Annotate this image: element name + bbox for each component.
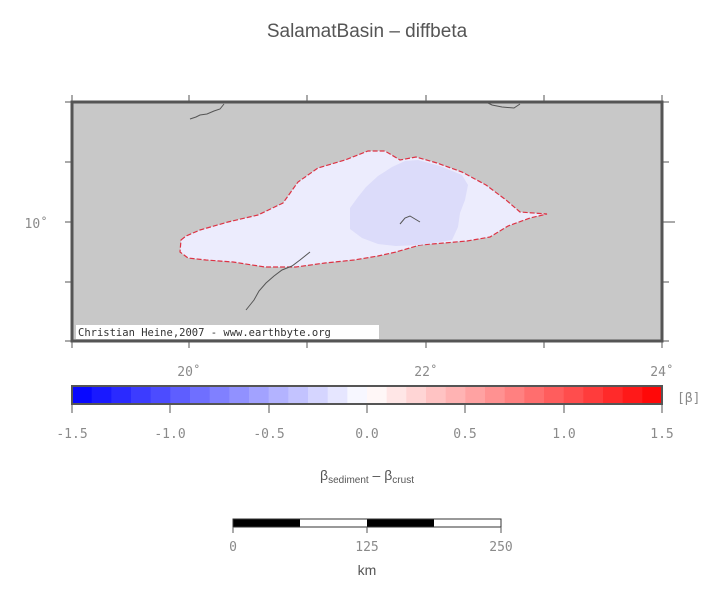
map-panel: Christian Heine,2007 - www.earthbyte.org… bbox=[25, 95, 675, 380]
colorbar-tick-label: 1.5 bbox=[650, 427, 673, 442]
basin-low-beta-zone bbox=[350, 160, 468, 246]
credit-box bbox=[76, 325, 379, 339]
scale-tick-label: 250 bbox=[489, 540, 512, 555]
colorbar-tick-label: -1.5 bbox=[56, 427, 87, 442]
colorbar-cells bbox=[72, 386, 663, 404]
colorbar-cell bbox=[91, 386, 112, 404]
colorbar-cell bbox=[131, 386, 152, 404]
scale-segment-3 bbox=[367, 519, 434, 527]
colorbar: -1.5 -1.0 -0.5 0.0 0.5 1.0 1.5 [β] βsedi… bbox=[56, 385, 700, 486]
colorbar-cell bbox=[504, 386, 525, 404]
border-line-southwest bbox=[245, 251, 311, 311]
colorbar-cell bbox=[229, 386, 250, 404]
scale-bar: 0 125 250 km bbox=[229, 518, 513, 578]
border-line-northwest bbox=[189, 103, 225, 120]
colorbar-cell bbox=[603, 386, 624, 404]
colorbar-cell bbox=[288, 386, 309, 404]
credit-text: Christian Heine,2007 - www.earthbyte.org bbox=[78, 327, 331, 339]
colorbar-cell bbox=[308, 386, 329, 404]
colorbar-cell bbox=[209, 386, 230, 404]
scale-tick-label: 125 bbox=[355, 540, 378, 555]
colorbar-cell bbox=[642, 386, 663, 404]
border-line-northeast bbox=[485, 101, 521, 109]
colorbar-cell bbox=[426, 386, 447, 404]
lat-label-10: 10˚ bbox=[25, 216, 48, 232]
colorbar-tick-label: 1.0 bbox=[552, 427, 575, 442]
colorbar-cell bbox=[190, 386, 211, 404]
colorbar-cell bbox=[72, 386, 93, 404]
colorbar-cell bbox=[367, 386, 388, 404]
colorbar-cell bbox=[622, 386, 643, 404]
colorbar-cell bbox=[150, 386, 171, 404]
colorbar-cell bbox=[445, 386, 466, 404]
colorbar-cell bbox=[249, 386, 270, 404]
colorbar-unit: [β] bbox=[677, 391, 700, 406]
scale-tick-label: 0 bbox=[229, 540, 237, 555]
colorbar-ticks bbox=[71, 404, 663, 413]
scale-segment-2 bbox=[300, 519, 367, 527]
scale-segment-1 bbox=[233, 519, 300, 527]
colorbar-cell bbox=[386, 386, 407, 404]
colorbar-cell bbox=[563, 386, 584, 404]
colorbar-cell bbox=[406, 386, 427, 404]
colorbar-cell bbox=[170, 386, 191, 404]
colorbar-cell bbox=[268, 386, 289, 404]
colorbar-cell bbox=[583, 386, 604, 404]
scale-segment-4 bbox=[434, 519, 501, 527]
colorbar-cell bbox=[524, 386, 545, 404]
colorbar-cell bbox=[465, 386, 486, 404]
colorbar-title: βsediment – βcrust bbox=[320, 467, 414, 486]
colorbar-cell bbox=[485, 386, 506, 404]
colorbar-cell bbox=[347, 386, 368, 404]
figure-title: SalamatBasin – diffbeta bbox=[267, 21, 468, 42]
colorbar-tick-label: -1.0 bbox=[154, 427, 185, 442]
colorbar-cell bbox=[544, 386, 565, 404]
border-line-central bbox=[399, 215, 421, 225]
lon-label-20: 20˚ bbox=[177, 364, 200, 380]
scale-unit: km bbox=[358, 562, 377, 578]
colorbar-tick-label: 0.0 bbox=[355, 427, 378, 442]
colorbar-tick-label: 0.5 bbox=[453, 427, 476, 442]
colorbar-tick-label: -0.5 bbox=[253, 427, 284, 442]
lon-label-22: 22˚ bbox=[414, 364, 437, 380]
map-ticks bbox=[65, 95, 675, 348]
colorbar-cell bbox=[327, 386, 348, 404]
colorbar-cell bbox=[111, 386, 132, 404]
lon-label-24: 24˚ bbox=[650, 364, 673, 380]
